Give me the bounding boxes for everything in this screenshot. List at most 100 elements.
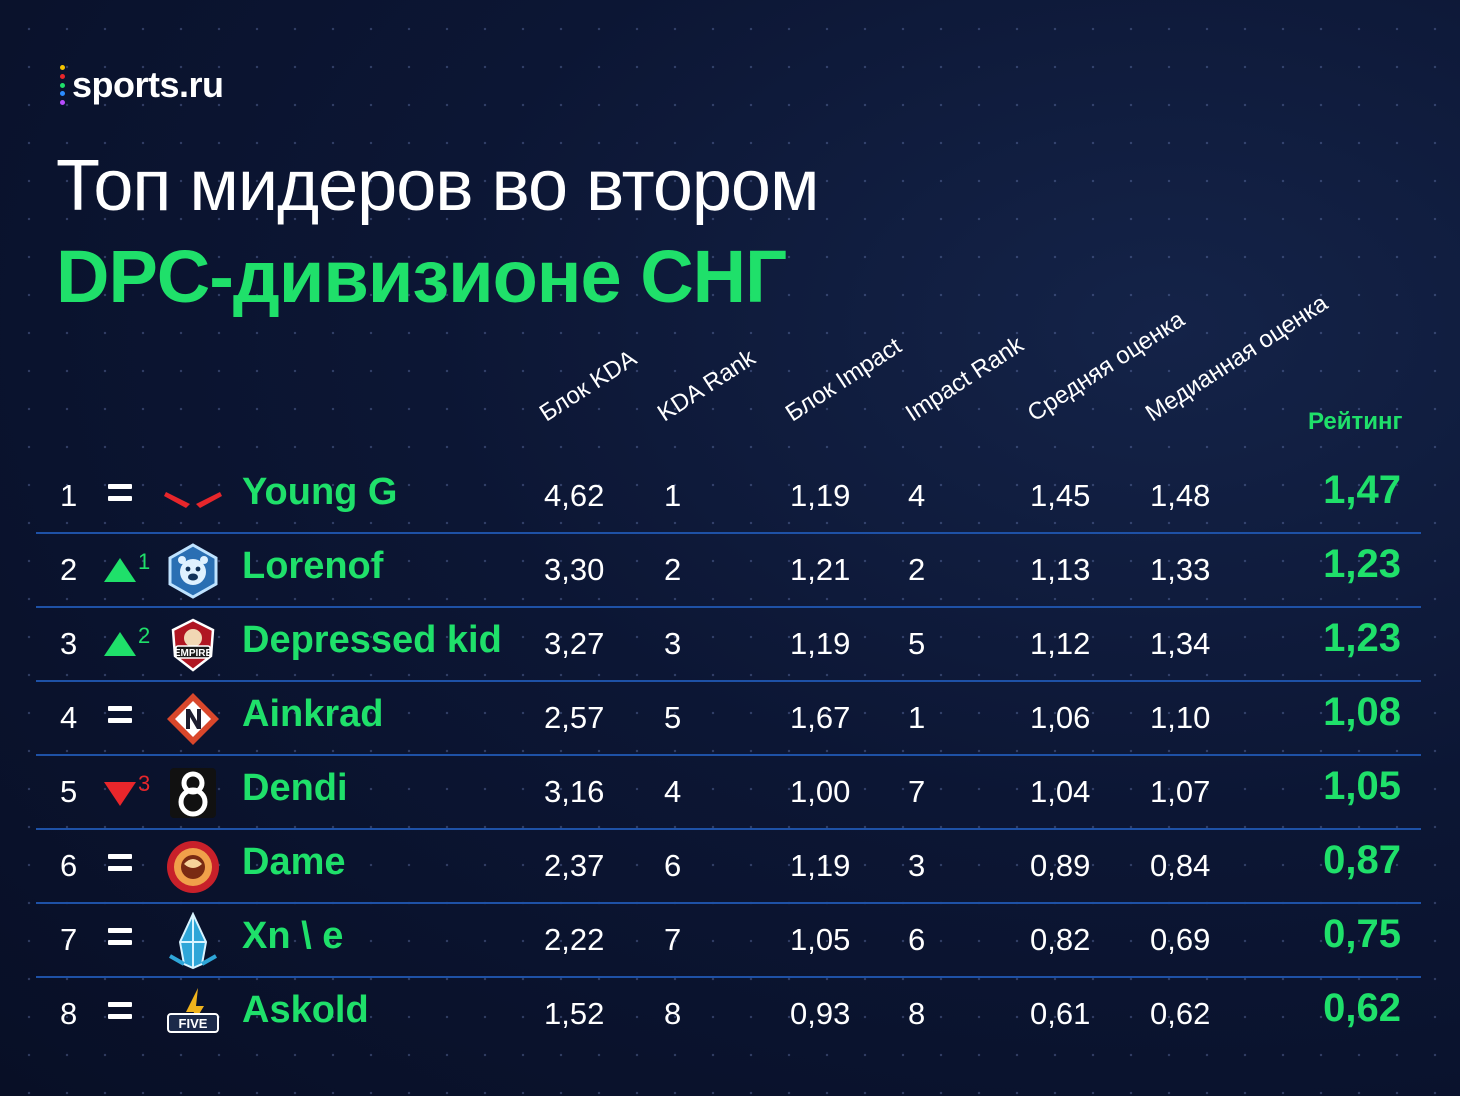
rank-number: 5: [60, 774, 78, 809]
avg-score-value: 0,61: [1030, 996, 1091, 1031]
rank-number: 3: [60, 626, 78, 661]
kda-block-value: 2,57: [544, 700, 605, 735]
rating-value: 0,75: [1323, 912, 1401, 956]
table-row-4: 4 Ainkrad 2,57 5 1,67 1 1,06 1,10 1,08: [36, 682, 1421, 756]
rank-number: 6: [60, 848, 78, 883]
page-title: Топ мидеров во втором: [56, 146, 819, 226]
table-row-2: 2 1 Lorenof 3,30 2 1,21 2 1,13 1,33 1,23: [36, 534, 1421, 608]
kda-rank-value: 7: [664, 922, 682, 957]
median-score-value: 1,48: [1150, 478, 1211, 513]
empire-logo-icon: EMPIRE: [164, 616, 222, 674]
kda-block-value: 3,30: [544, 552, 605, 587]
player-name: Dame: [242, 841, 346, 883]
no-change-icon: [108, 484, 132, 508]
impact-rank-value: 1: [908, 700, 926, 735]
avg-score-value: 0,82: [1030, 922, 1091, 957]
kda-rank-value: 3: [664, 626, 682, 661]
rating-value: 1,23: [1323, 616, 1401, 660]
column-header-rating: Рейтинг: [1308, 408, 1403, 435]
column-header-impact-rank: Impact Rank: [900, 331, 1029, 428]
rank-change-value: 3: [138, 771, 151, 796]
table-row-7: 7 Xn \ e 2,22 7 1,05 6 0,82 0,69 0,75: [36, 904, 1421, 978]
rank-change-indicator: [104, 992, 154, 1036]
rating-value: 1,05: [1323, 764, 1401, 808]
median-score-value: 0,69: [1150, 922, 1211, 957]
impact-block-value: 1,00: [790, 774, 851, 809]
rank-change-indicator: 1: [104, 548, 154, 592]
rank-number: 2: [60, 552, 78, 587]
rank-change-indicator: [104, 918, 154, 962]
nemiga-logo-icon: [164, 690, 222, 748]
impact-rank-value: 7: [908, 774, 926, 809]
b8-logo-icon: [164, 764, 222, 822]
player-name: Dendi: [242, 767, 348, 809]
player-name: Young G: [242, 471, 398, 513]
impact-block-value: 0,93: [790, 996, 851, 1031]
table-row-1: 1 Young G 4,62 1 1,19 4 1,45 1,48 1,47: [36, 460, 1421, 534]
player-name: Ainkrad: [242, 693, 384, 735]
no-change-icon: [108, 1002, 132, 1026]
no-change-icon: [108, 928, 132, 952]
table-row-8: 8 FIVE Askold 1,52 8 0,93 8 0,61 0,62 0,…: [36, 978, 1421, 1050]
impact-rank-value: 2: [908, 552, 926, 587]
brand-name: sports.ru: [72, 64, 224, 105]
rating-value: 1,23: [1323, 542, 1401, 586]
kda-block-value: 1,52: [544, 996, 605, 1031]
median-score-value: 0,62: [1150, 996, 1211, 1031]
crystal-logo-icon: [164, 912, 222, 970]
impact-block-value: 1,19: [790, 626, 851, 661]
impact-rank-value: 6: [908, 922, 926, 957]
five-logo-icon: FIVE: [164, 986, 222, 1044]
red-chevron-logo-icon: [164, 468, 222, 526]
rank-number: 8: [60, 996, 78, 1031]
page-subtitle: DPC-дивизионе СНГ: [56, 235, 787, 318]
kda-rank-value: 4: [664, 774, 682, 809]
rank-up-icon: [104, 632, 136, 656]
rank-number: 7: [60, 922, 78, 957]
impact-block-value: 1,21: [790, 552, 851, 587]
avg-score-value: 0,89: [1030, 848, 1091, 883]
impact-rank-value: 8: [908, 996, 926, 1031]
rating-value: 0,62: [1323, 986, 1401, 1030]
brand-logo: sports.ru: [60, 64, 224, 106]
kda-block-value: 3,16: [544, 774, 605, 809]
table-row-6: 6 Dame 2,37 6 1,19 3 0,89 0,84 0,87: [36, 830, 1421, 904]
impact-rank-value: 4: [908, 478, 926, 513]
table-row-3: 3 2 EMPIRE Depressed kid 3,27 3 1,19 5 1…: [36, 608, 1421, 682]
kda-rank-value: 6: [664, 848, 682, 883]
round-emblem-logo-icon: [164, 838, 222, 896]
kda-rank-value: 1: [664, 478, 682, 513]
rating-value: 0,87: [1323, 838, 1401, 882]
impact-block-value: 1,05: [790, 922, 851, 957]
no-change-icon: [108, 706, 132, 730]
avg-score-value: 1,13: [1030, 552, 1091, 587]
avg-score-value: 1,04: [1030, 774, 1091, 809]
player-name: Depressed kid: [242, 619, 502, 661]
table-row-5: 5 3 Dendi 3,16 4 1,00 7 1,04 1,07 1,05: [36, 756, 1421, 830]
impact-block-value: 1,67: [790, 700, 851, 735]
median-score-value: 1,10: [1150, 700, 1211, 735]
svg-text:FIVE: FIVE: [179, 1016, 208, 1031]
kda-block-value: 2,22: [544, 922, 605, 957]
kda-rank-value: 5: [664, 700, 682, 735]
rank-change-indicator: 3: [104, 770, 154, 814]
avg-score-value: 1,06: [1030, 700, 1091, 735]
kda-rank-value: 2: [664, 552, 682, 587]
kda-block-value: 2,37: [544, 848, 605, 883]
kda-rank-value: 8: [664, 996, 682, 1031]
svg-text:EMPIRE: EMPIRE: [174, 648, 213, 659]
impact-rank-value: 5: [908, 626, 926, 661]
avg-score-value: 1,45: [1030, 478, 1091, 513]
rank-down-icon: [104, 782, 136, 806]
kda-block-value: 4,62: [544, 478, 605, 513]
ranking-table: 1 Young G 4,62 1 1,19 4 1,45 1,48 1,47 2…: [36, 460, 1421, 1050]
median-score-value: 1,33: [1150, 552, 1211, 587]
column-header-kda-rank: KDA Rank: [652, 344, 761, 428]
column-header-kda-block: Блок KDA: [534, 344, 642, 428]
no-change-icon: [108, 854, 132, 878]
player-name: Lorenof: [242, 545, 384, 587]
kda-block-value: 3,27: [544, 626, 605, 661]
avg-score-value: 1,12: [1030, 626, 1091, 661]
brand-dots-icon: [60, 65, 66, 105]
player-name: Askold: [242, 989, 369, 1031]
